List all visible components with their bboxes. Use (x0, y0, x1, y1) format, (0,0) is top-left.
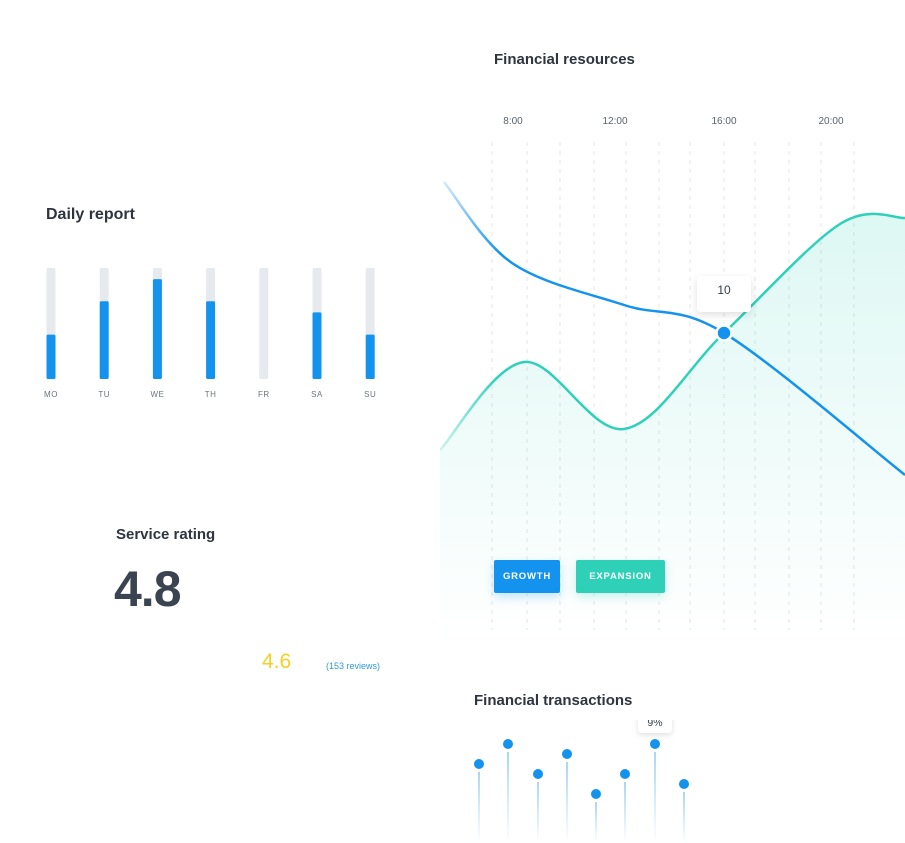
intersection-point[interactable] (715, 324, 733, 342)
transaction-stem (595, 802, 597, 843)
transaction-point[interactable] (591, 789, 601, 799)
bar-mo[interactable] (46, 334, 56, 379)
bar-sa[interactable] (312, 312, 322, 379)
tooltip-value: 10 (717, 283, 731, 297)
bar-track-fr (259, 268, 269, 379)
transaction-tooltip-box (638, 720, 672, 733)
financial-transactions-title: Financial transactions (474, 692, 633, 709)
growth-series-line[interactable] (443, 181, 905, 476)
growth-button[interactable]: GROWTH (494, 560, 560, 593)
expansion-series-line[interactable] (440, 212, 905, 451)
transaction-point[interactable] (620, 769, 630, 779)
transaction-stem (507, 752, 509, 843)
bar-su[interactable] (365, 334, 375, 379)
daily-report-title: Daily report (46, 206, 135, 223)
time-tick-label: 8:00 (503, 116, 523, 127)
expansion-area (440, 213, 905, 640)
day-label-th: TH (205, 390, 217, 399)
secondary-rating-value: 4.6 (262, 650, 292, 673)
bar-we[interactable] (152, 279, 162, 379)
transaction-stem (537, 782, 539, 843)
transaction-point[interactable] (650, 739, 660, 749)
transaction-stem (654, 752, 656, 843)
service-rating-title: Service rating (116, 526, 216, 543)
transaction-point[interactable] (503, 739, 513, 749)
day-label-fr: FR (258, 390, 270, 399)
time-tick-label: 20:00 (818, 116, 843, 127)
day-label-su: SU (364, 390, 376, 399)
transaction-point[interactable] (679, 779, 689, 789)
financial-resources-chart: 8:00 12:00 16:00 20:00 10 (440, 116, 905, 640)
financial-transactions-chart: 9% (474, 720, 689, 843)
transaction-point[interactable] (533, 769, 543, 779)
time-tick-label: 12:00 (602, 116, 627, 127)
expansion-button[interactable]: EXPANSION (576, 560, 665, 593)
transaction-stem (566, 762, 568, 843)
financial-resources-title: Financial resources (494, 51, 635, 68)
time-tick-label: 16:00 (711, 116, 736, 127)
bar-tu[interactable] (99, 301, 109, 379)
transaction-stem (624, 782, 626, 843)
transaction-point[interactable] (474, 759, 484, 769)
transaction-stem (683, 792, 685, 843)
reviews-count-link[interactable]: (153 reviews) (326, 661, 381, 671)
transaction-stem (478, 772, 480, 843)
transaction-point[interactable] (562, 749, 572, 759)
day-label-we: WE (150, 390, 164, 399)
daily-report-chart: MO TU WE TH FR SA SU (44, 268, 376, 399)
bar-th[interactable] (206, 301, 216, 379)
service-rating-value: 4.8 (114, 561, 182, 617)
day-label-tu: TU (98, 390, 110, 399)
day-label-mo: MO (44, 390, 58, 399)
day-label-sa: SA (311, 390, 323, 399)
transaction-tooltip-value: 9% (647, 720, 662, 729)
tooltip-box (697, 276, 751, 312)
